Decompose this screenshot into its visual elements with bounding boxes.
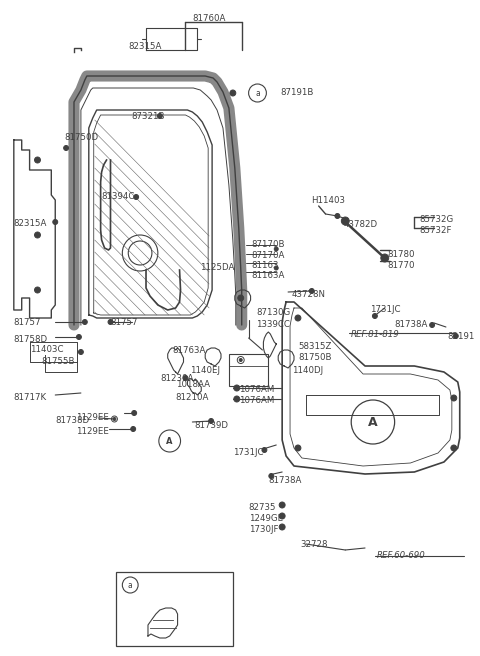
Circle shape <box>35 232 40 238</box>
Circle shape <box>230 90 236 96</box>
Text: 81717K: 81717K <box>14 393 47 402</box>
Text: 82191: 82191 <box>447 332 474 341</box>
Text: 81758D: 81758D <box>14 335 48 344</box>
Circle shape <box>78 350 84 354</box>
Circle shape <box>451 445 457 451</box>
Circle shape <box>133 194 139 199</box>
Text: 11403C: 11403C <box>30 345 63 354</box>
Text: 81770: 81770 <box>388 261 415 270</box>
Text: 81763A: 81763A <box>173 346 206 355</box>
Circle shape <box>295 445 301 451</box>
Text: 87170A: 87170A <box>252 251 285 260</box>
Text: 1249GE: 1249GE <box>249 514 283 523</box>
Circle shape <box>108 319 113 325</box>
Circle shape <box>113 417 116 420</box>
Text: 43782D: 43782D <box>343 220 377 229</box>
Text: 81163A: 81163A <box>252 271 285 280</box>
Text: 81210A: 81210A <box>176 393 209 402</box>
Text: REF.81-819: REF.81-819 <box>351 330 400 339</box>
Circle shape <box>341 217 349 225</box>
Circle shape <box>451 395 457 401</box>
Text: 87130G: 87130G <box>256 308 291 317</box>
Text: 87191B: 87191B <box>280 88 313 97</box>
Text: 81760A: 81760A <box>192 14 226 23</box>
Text: A: A <box>368 415 378 428</box>
Text: A: A <box>167 436 173 445</box>
Text: 1129EE: 1129EE <box>76 427 109 436</box>
Text: 1018AA: 1018AA <box>176 380 210 389</box>
Text: 81750B: 81750B <box>298 353 332 362</box>
Text: a: a <box>128 581 132 590</box>
Text: H11403: H11403 <box>311 196 345 205</box>
Circle shape <box>274 247 278 251</box>
Circle shape <box>279 502 285 508</box>
Circle shape <box>372 314 377 319</box>
Circle shape <box>76 335 82 340</box>
Text: 81394C: 81394C <box>102 192 135 201</box>
Circle shape <box>53 220 58 224</box>
Text: 82315A: 82315A <box>128 42 162 51</box>
Text: 1731JC: 1731JC <box>370 305 400 314</box>
Circle shape <box>262 447 267 453</box>
Circle shape <box>453 333 458 338</box>
Circle shape <box>381 254 389 262</box>
Circle shape <box>239 358 242 361</box>
Text: 82735: 82735 <box>249 503 276 512</box>
Circle shape <box>430 323 434 327</box>
Circle shape <box>238 295 244 301</box>
Text: 1731JC: 1731JC <box>233 448 264 457</box>
Circle shape <box>209 419 214 424</box>
Circle shape <box>35 157 40 163</box>
Circle shape <box>335 213 340 218</box>
Circle shape <box>64 146 69 150</box>
Circle shape <box>35 287 40 293</box>
Text: 87321B: 87321B <box>131 112 165 121</box>
Text: 81780: 81780 <box>388 250 415 259</box>
Text: 10410G: 10410G <box>163 591 197 600</box>
Text: 1730JF: 1730JF <box>249 525 278 534</box>
Circle shape <box>279 513 285 519</box>
Bar <box>229 354 268 386</box>
Text: 85732F: 85732F <box>420 226 452 235</box>
Text: 32728: 32728 <box>300 540 327 549</box>
Text: 85732G: 85732G <box>420 215 454 224</box>
Text: 1076AM: 1076AM <box>239 385 274 394</box>
Text: 81163: 81163 <box>252 261 279 270</box>
Text: 1125DA: 1125DA <box>200 263 235 272</box>
Text: a: a <box>255 89 260 98</box>
Text: 81738A: 81738A <box>395 320 428 329</box>
Circle shape <box>183 375 188 380</box>
Circle shape <box>83 319 87 325</box>
Text: 1140EJ: 1140EJ <box>191 366 220 375</box>
Circle shape <box>309 289 314 293</box>
Text: 81738D: 81738D <box>55 416 89 425</box>
Text: REF.60-690: REF.60-690 <box>377 551 426 560</box>
Text: 1140DJ: 1140DJ <box>292 366 323 375</box>
Circle shape <box>234 396 240 402</box>
Text: 58315Z: 58315Z <box>298 342 331 351</box>
Text: 81738A: 81738A <box>268 476 302 485</box>
Text: 1076AM: 1076AM <box>239 396 274 405</box>
Circle shape <box>132 411 137 415</box>
Text: 81750D: 81750D <box>64 133 98 142</box>
Text: 1339CC: 1339CC <box>256 320 290 329</box>
Circle shape <box>234 385 240 391</box>
Text: 81755B: 81755B <box>41 357 75 366</box>
Bar <box>117 572 233 646</box>
Circle shape <box>157 113 162 119</box>
Circle shape <box>269 474 274 478</box>
Text: 81230A: 81230A <box>161 374 194 383</box>
Text: 1129EE: 1129EE <box>76 413 109 422</box>
Circle shape <box>131 426 136 432</box>
Text: 81757: 81757 <box>110 318 138 327</box>
Circle shape <box>274 266 278 270</box>
Text: 87170B: 87170B <box>252 240 285 249</box>
Text: 81757: 81757 <box>14 318 41 327</box>
Text: 81739D: 81739D <box>194 421 228 430</box>
Circle shape <box>295 315 301 321</box>
Text: 43728N: 43728N <box>292 290 326 299</box>
Circle shape <box>279 524 285 530</box>
Text: 82315A: 82315A <box>14 219 47 228</box>
